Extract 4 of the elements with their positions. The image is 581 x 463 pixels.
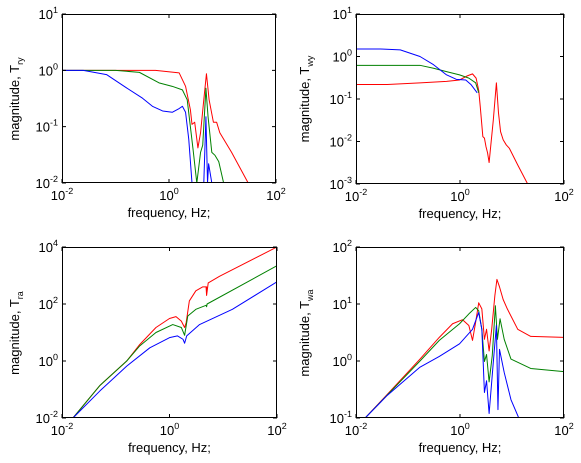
x-axis-title: frequency, Hz; [418, 440, 502, 455]
x-axis-title: frequency, Hz; [418, 206, 502, 221]
x-axis-title: frequency, Hz; [128, 440, 211, 455]
x-axis-title: frequency, Hz; [128, 205, 210, 220]
